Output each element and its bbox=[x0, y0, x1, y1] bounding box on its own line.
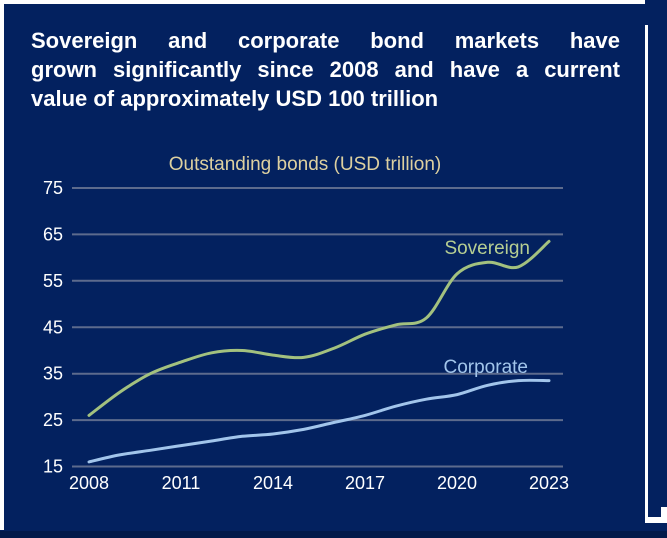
y-tick-label-45: 45 bbox=[43, 317, 63, 337]
y-tick-label-35: 35 bbox=[43, 364, 63, 384]
slide-title: Sovereign and corporate bond markets hav… bbox=[31, 26, 620, 113]
corporate-series-label: Corporate bbox=[444, 357, 529, 378]
sovereign-series-label: Sovereign bbox=[444, 238, 530, 259]
corporate-line bbox=[87, 378, 551, 464]
chart-title: Outstanding bonds (USD trillion) bbox=[169, 154, 441, 175]
x-tick-label-2014: 2014 bbox=[253, 473, 293, 493]
slide-title-line-1: Sovereign and corporate bond markets hav… bbox=[31, 28, 620, 53]
sovereign-line bbox=[87, 239, 551, 417]
slide-title-line-2: grown significantly since 2008 and have … bbox=[31, 57, 620, 82]
x-tick-label-2020: 2020 bbox=[437, 473, 477, 493]
x-tick-label-2008: 2008 bbox=[69, 473, 109, 493]
y-tick-label-55: 55 bbox=[43, 271, 63, 291]
slide-bottom-strip bbox=[0, 531, 667, 538]
adjacent-page-border-notch bbox=[661, 507, 667, 523]
y-tick-label-75: 75 bbox=[43, 178, 63, 198]
y-tick-label-65: 65 bbox=[43, 224, 63, 244]
page-edge-left bbox=[0, 0, 4, 530]
y-tick-label-25: 25 bbox=[43, 410, 63, 430]
slide-title-line-3: value of approximately USD 100 trillion bbox=[31, 86, 439, 111]
adjacent-page-border-vertical bbox=[645, 25, 648, 521]
page-edge-top bbox=[0, 0, 645, 4]
x-tick-label-2011: 2011 bbox=[162, 473, 201, 493]
adjacent-page-border-horizontal bbox=[645, 517, 667, 523]
y-tick-label-15: 15 bbox=[43, 457, 63, 477]
x-tick-label-2023: 2023 bbox=[529, 473, 569, 493]
x-tick-label-2017: 2017 bbox=[345, 473, 385, 493]
